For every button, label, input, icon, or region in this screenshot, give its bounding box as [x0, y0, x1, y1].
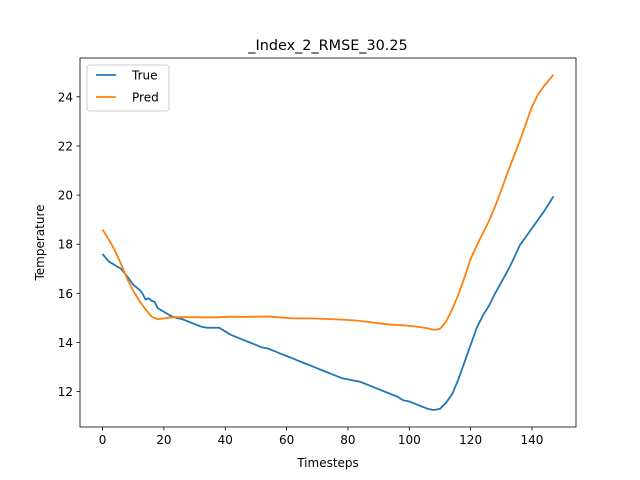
x-tick-label: 40: [218, 433, 233, 447]
x-tick-label: 100: [398, 433, 421, 447]
x-tick-label: 0: [99, 433, 107, 447]
plot-frame: [79, 57, 577, 428]
y-tick-label: 14: [58, 336, 73, 350]
chart-title: _Index_2_RMSE_30.25: [247, 38, 407, 54]
plot-lines: [101, 74, 555, 411]
y-axis-label: Temperature: [33, 204, 47, 281]
legend: True Pred: [86, 64, 170, 112]
legend-label-pred: Pred: [132, 91, 159, 105]
y-tick-label: 16: [58, 287, 73, 301]
series-line-true: [101, 195, 555, 411]
y-tick-label: 20: [58, 189, 73, 203]
x-axis-label: Timesteps: [296, 456, 359, 470]
x-tick-label: 140: [521, 433, 544, 447]
y-tick-label: 18: [58, 238, 73, 252]
y-tick-label: 22: [58, 139, 73, 153]
x-axis-ticks: 0 20 40 60 80 100 120 140: [99, 427, 544, 447]
y-tick-label: 12: [58, 385, 73, 399]
x-tick-label: 120: [459, 433, 482, 447]
series-line-pred: [101, 74, 555, 331]
x-tick-label: 80: [340, 433, 355, 447]
y-tick-label: 24: [58, 90, 73, 104]
x-tick-label: 20: [156, 433, 171, 447]
x-tick-label: 60: [279, 433, 294, 447]
legend-box: [86, 64, 170, 112]
y-axis-ticks: 12 14 16 18 20 22 24: [58, 90, 80, 399]
legend-label-true: True: [131, 69, 158, 83]
